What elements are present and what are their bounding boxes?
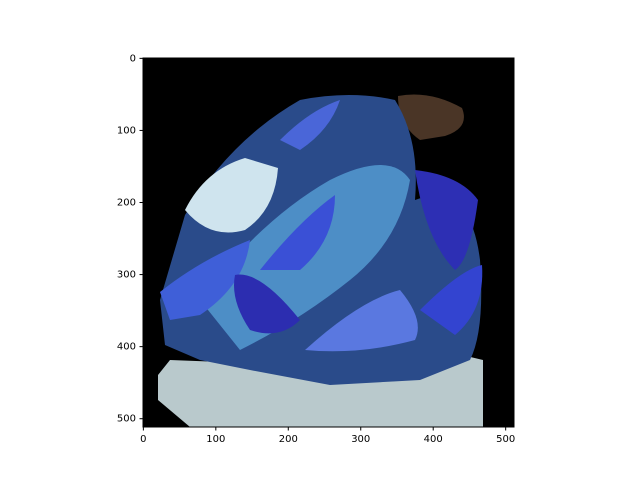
strawberry	[234, 274, 300, 334]
y-tick-label: 0	[130, 53, 136, 64]
y-tick-label: 200	[117, 198, 136, 209]
x-tick-label: 100	[206, 434, 225, 445]
y-tick-label: 500	[117, 414, 136, 425]
x-tick-label: 500	[496, 434, 515, 445]
strawberry	[420, 265, 483, 335]
axes-frame	[142, 57, 515, 428]
x-tick-label: 300	[351, 434, 370, 445]
x-tick-label: 200	[279, 434, 298, 445]
y-tick-label: 100	[117, 125, 136, 136]
strawberry	[280, 100, 340, 150]
image	[143, 58, 514, 427]
y-tick-label: 400	[117, 342, 136, 353]
x-tick-label: 400	[424, 434, 443, 445]
x-tick-label: 0	[140, 434, 146, 445]
y-tick-label: 300	[117, 270, 136, 281]
strawberry	[415, 170, 478, 270]
strawberry	[160, 240, 250, 320]
strawberry	[260, 195, 335, 270]
cream	[185, 158, 278, 233]
strawberry	[305, 290, 418, 352]
background-object	[398, 94, 464, 140]
